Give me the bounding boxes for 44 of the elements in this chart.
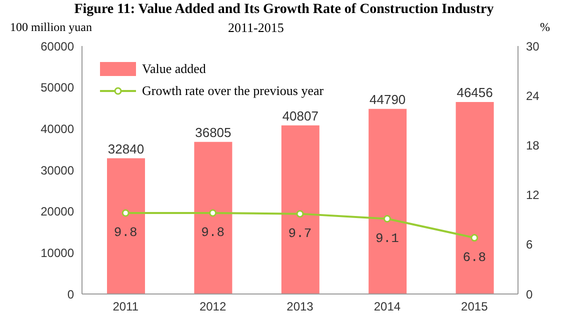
chart-title: Figure 11: Value Added and Its Growth Rate of Construction Industry [73, 2, 495, 18]
y2-tick-label: 12 [526, 188, 540, 202]
y2-tick-label: 18 [526, 138, 540, 152]
y2-tick-label: 0 [526, 287, 533, 302]
point [296, 210, 304, 218]
y-tick-label: 50000 [40, 80, 74, 95]
data-label: 46456 [456, 84, 493, 100]
data-label: 9.8 [201, 225, 225, 240]
y-tick-label: 0 [67, 287, 74, 302]
data-label: 6.8 [462, 250, 486, 266]
legend-label: Growth rate over the previous year [142, 82, 324, 100]
y-tick-label: 40000 [40, 122, 74, 136]
chart-subtitle: 2011-2015 [228, 20, 284, 36]
y2-axis-title: % [540, 20, 550, 35]
data-label: 9.1 [375, 231, 400, 246]
x-tick-label: 2015 [461, 300, 488, 314]
x-tick-label: 2011 [112, 300, 139, 314]
y2-tick-label: 30 [526, 39, 540, 54]
bar [281, 125, 320, 294]
point [470, 234, 478, 242]
x-tick-label: 2013 [286, 300, 314, 314]
bar [107, 158, 145, 294]
x-tick-label: 2012 [199, 300, 226, 314]
data-label: 9.8 [114, 225, 138, 240]
point [383, 215, 391, 223]
x-tick-label: 2014 [374, 300, 401, 314]
bar [456, 102, 494, 294]
y2-tick-label: 6 [526, 238, 533, 252]
legend-label: Value added [142, 60, 206, 78]
y-tick-label: 10000 [40, 246, 74, 260]
bar [368, 108, 407, 294]
y-tick-label: 30000 [40, 163, 74, 178]
point [122, 209, 130, 217]
y-axis-title: 100 million yuan [10, 20, 92, 35]
data-label: 40807 [282, 108, 318, 124]
y-tick-label: 20000 [40, 204, 74, 219]
data-label: 44790 [370, 92, 406, 107]
data-label: 9.7 [288, 226, 312, 242]
bar [194, 142, 232, 294]
y-tick-label: 60000 [40, 39, 74, 54]
y2-tick-label: 24 [526, 88, 540, 103]
data-label: 32840 [108, 141, 144, 156]
data-label: 36805 [195, 124, 232, 140]
point [209, 209, 217, 217]
